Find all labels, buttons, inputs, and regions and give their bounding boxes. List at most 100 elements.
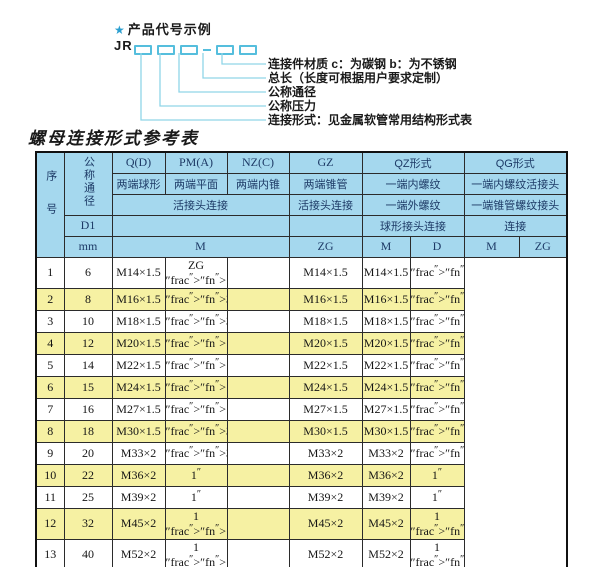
data-cell: ″frac″>″fn″>3″fd″>8″	[409, 309, 465, 333]
data-cell: 12	[63, 331, 113, 355]
data-cell: 2	[35, 287, 65, 311]
header-cell: NZ(C)	[226, 151, 290, 174]
data-cell: 1″	[409, 463, 465, 487]
header-cell	[288, 214, 363, 237]
data-cell	[226, 397, 290, 421]
data-cell	[226, 507, 290, 540]
header-cell: mm	[63, 235, 113, 258]
data-cell: ″frac″>″fn″>3″fd″>4″	[164, 419, 228, 443]
data-cell: 25	[63, 485, 113, 509]
data-cell: 6	[35, 375, 65, 399]
diagram-label: 连接件材质 c：为碳钢 b：为不锈钢	[268, 57, 457, 71]
data-cell: M30×1.5	[361, 419, 411, 443]
header-cell: 公称通径	[63, 151, 113, 216]
data-cell: 1 ″frac″>″fn″>1″fd″>4″	[409, 507, 465, 540]
data-cell	[226, 441, 290, 465]
data-cell: M33×2	[288, 441, 363, 465]
data-cell: M39×2	[361, 485, 411, 509]
data-cell: ″frac″>″fn″>1″fd″>2″	[164, 353, 228, 377]
data-cell: ″frac″>″fn″>1″fd″>4″	[409, 256, 465, 289]
table-row: 514M22×1.5″frac″>″fn″>1″fd″>2″M22×1.5M22…	[35, 353, 567, 377]
data-cell: M45×2	[288, 507, 363, 540]
data-cell: 11	[35, 485, 65, 509]
data-cell: M14×1.5	[361, 256, 411, 289]
header-cell: ZG	[288, 235, 363, 258]
data-cell	[226, 287, 290, 311]
data-cell: M30×1.5	[111, 419, 166, 443]
data-cell: 3	[35, 309, 65, 333]
code-box	[239, 45, 257, 55]
data-cell: 12	[35, 507, 65, 540]
table-row: 615M24×1.5″frac″>″fn″>1″fd″>2″M24×1.5M24…	[35, 375, 567, 399]
data-cell: ″frac″>″fn″>1″fd″>2″	[164, 397, 228, 421]
data-cell	[226, 375, 290, 399]
header-cell: Q(D)	[111, 151, 166, 174]
header-cell: 连接	[463, 214, 568, 237]
data-cell: 4	[35, 331, 65, 355]
data-cell: 16	[63, 397, 113, 421]
table-row: 10 22 M36×2 1″ M36×2 M36×2 1″	[35, 463, 567, 487]
header-cell: 两端内锥	[226, 172, 290, 195]
data-cell: M22×1.5	[361, 353, 411, 377]
data-cell: 20	[63, 441, 113, 465]
data-cell: M27×1.5	[361, 397, 411, 421]
data-cell: ″frac″>″fn″>3″fd″>8″	[164, 287, 228, 311]
data-cell: M30×1.5	[288, 419, 363, 443]
data-cell: M45×2	[361, 507, 411, 540]
data-cell: 1″	[164, 485, 228, 509]
header-cell: GZ	[288, 151, 363, 174]
data-cell: M18×1.5	[111, 309, 166, 333]
diagram-label: 连接形式：见金属软管常用结构形式表	[268, 113, 473, 127]
table-row: 412M20×1.5″frac″>″fn″>1″fd″>2″M20×1.5M20…	[35, 331, 567, 355]
header-cell	[111, 214, 290, 237]
data-cell: M14×1.5	[288, 256, 363, 289]
data-cell: ″frac″>″fn″>3″fd″>8″	[409, 287, 465, 311]
data-cell: M20×1.5	[288, 331, 363, 355]
connector-lines	[140, 53, 266, 121]
data-cell: M39×2	[288, 485, 363, 509]
table-row: 11 25 M39×2 1″ M39×2 M39×2 1″	[35, 485, 567, 509]
data-cell	[226, 331, 290, 355]
data-cell: M33×2	[111, 441, 166, 465]
header-cell: PM(A)	[164, 151, 228, 174]
data-cell: M24×1.5	[361, 375, 411, 399]
table-row: 920M33×2″frac″>″fn″>3″fd″>4″M33×2M33×2″f…	[35, 441, 567, 465]
data-cell: 1″	[164, 463, 228, 487]
data-cell: 1	[35, 256, 65, 289]
data-cell: 9	[35, 441, 65, 465]
header-cell: 一端外螺纹	[361, 193, 465, 216]
data-cell: ″frac″>″fn″>1″fd″>2″	[409, 331, 465, 355]
data-cell: M18×1.5	[361, 309, 411, 333]
data-cell: M36×2	[288, 463, 363, 487]
diagram-title: ★ 产品代号示例	[114, 19, 212, 38]
data-cell: M20×1.5	[361, 331, 411, 355]
data-cell	[226, 256, 290, 289]
data-cell: M22×1.5	[111, 353, 166, 377]
data-cell: M36×2	[111, 463, 166, 487]
header-cell: 活接头连接	[111, 193, 290, 216]
code-box	[134, 45, 152, 55]
diagram-label: 公称通径	[268, 85, 317, 99]
data-cell: M14×1.5	[111, 256, 166, 289]
data-cell: M33×2	[361, 441, 411, 465]
header-cell: M	[361, 235, 411, 258]
code-box	[216, 45, 234, 55]
data-cell: 10	[63, 309, 113, 333]
data-cell	[226, 419, 290, 443]
data-cell: ″frac″>″fn″>1″fd″>2″	[164, 375, 228, 399]
data-cell	[226, 309, 290, 333]
data-cell: 1 ″frac″>″fn″>1″fd″>2″	[409, 538, 465, 567]
data-cell: ″frac″>″fn″>3″fd″>4″	[409, 441, 465, 465]
header-cell: QG形式	[463, 151, 568, 174]
code-dash-icon	[203, 49, 211, 51]
data-cell	[226, 485, 290, 509]
diagram-labels: 连接件材质 c：为碳钢 b：为不锈钢 总长（长度可根据用户要求定制） 公称通径 公称压…	[268, 57, 472, 127]
star-icon: ★	[114, 23, 126, 37]
data-cell: M39×2	[111, 485, 166, 509]
header-cell: 两端锥管	[288, 172, 363, 195]
header-cell: 一端锥管螺纹接头	[463, 193, 568, 216]
code-box	[157, 45, 175, 55]
data-cell: 1 ″frac″>″fn″>1″fd″>2″	[164, 538, 228, 567]
